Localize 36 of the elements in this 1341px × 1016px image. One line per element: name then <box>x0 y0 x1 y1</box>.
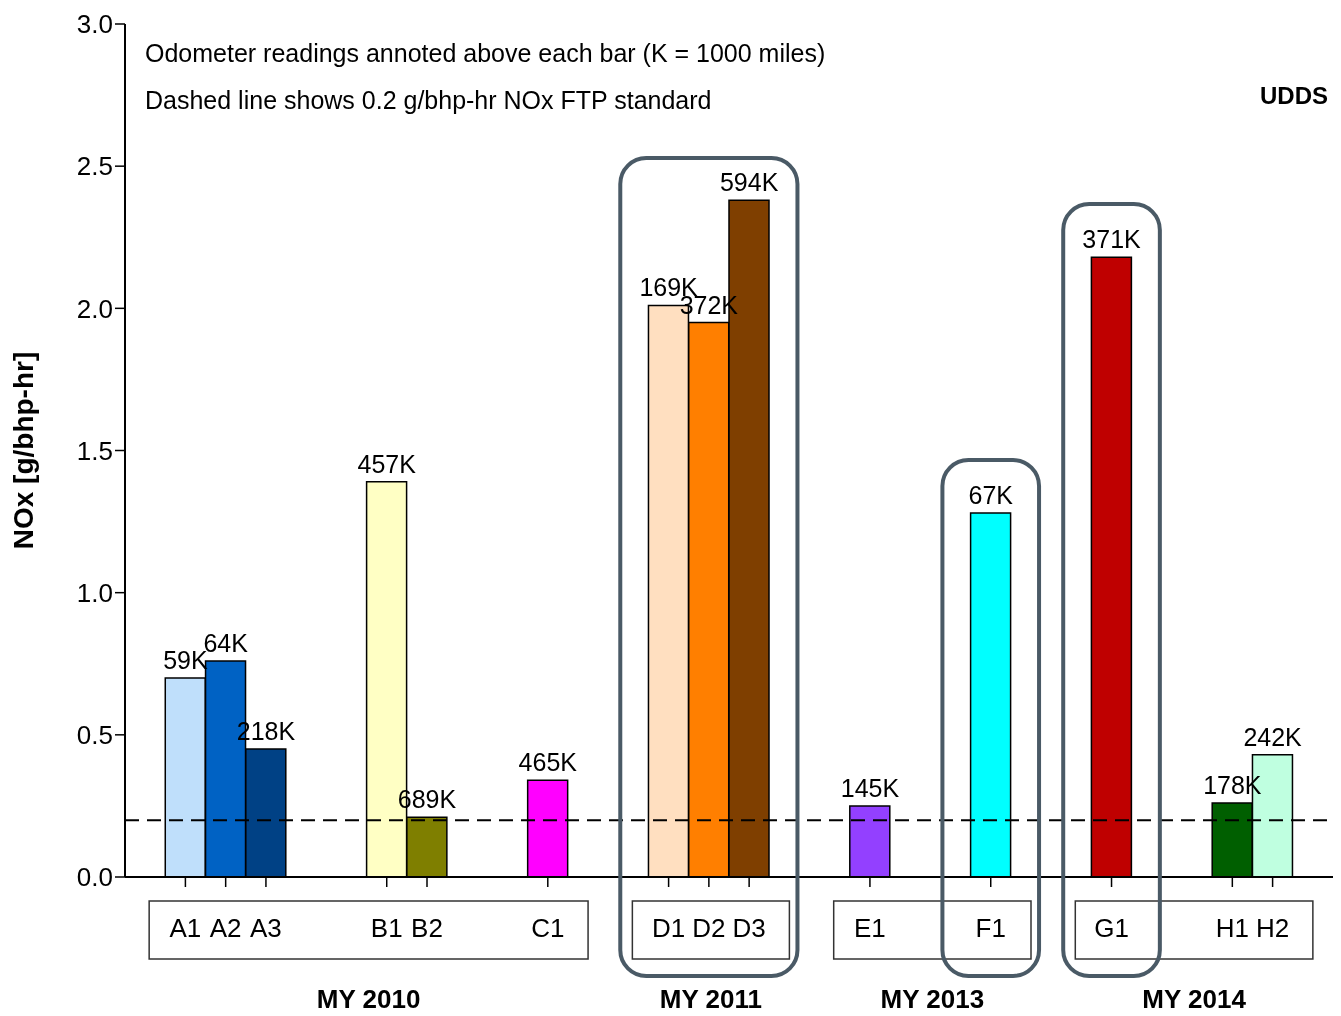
x-tick-label: D3 <box>732 913 766 943</box>
x-tick-label: E1 <box>854 913 886 943</box>
y-tick-label: 2.5 <box>76 151 113 182</box>
x-tick-label: H2 <box>1255 913 1290 943</box>
x-tick-label: D2 <box>692 913 726 943</box>
x-tick-label: D1 <box>651 913 686 943</box>
annotation: 465K <box>518 748 578 777</box>
y-axis-title: NOx [g/bhp-hr] <box>7 351 39 550</box>
x-tick-label: A1 <box>169 913 202 943</box>
y-tick-label: 1.5 <box>76 435 113 466</box>
text: MY 2014 <box>1142 984 1247 1014</box>
annotation: UDDS <box>1259 82 1328 109</box>
text: MY 2010 <box>316 984 421 1014</box>
x-tick-label: H1 <box>1215 913 1249 943</box>
x-tick-label: B1 <box>370 913 403 943</box>
y-tick-label: 3.0 <box>76 9 113 40</box>
y-tick-label: 0.5 <box>76 720 113 751</box>
y-tick-label: 2.0 <box>76 293 113 324</box>
x-tick-label: F1 <box>975 913 1006 943</box>
x-tick-label: C1 <box>531 913 565 943</box>
text: MY 2011 <box>659 984 762 1014</box>
annotation: Dashed line shows 0.2 g/bhp-hr NOx FTP standard <box>145 86 712 114</box>
annotation: 457K <box>357 449 417 478</box>
x-tick-label: A2 <box>209 913 242 943</box>
annotation: 594K <box>719 168 779 197</box>
text: MY 2013 <box>880 984 985 1014</box>
annotation: 371K <box>1082 225 1142 254</box>
annotation: 67K <box>968 481 1014 510</box>
y-tick-label: 1.0 <box>76 577 113 608</box>
y-tick-label: 0.0 <box>76 862 113 893</box>
x-tick-label: B2 <box>411 913 443 943</box>
x-tick-label: G1 <box>1094 913 1129 943</box>
annotation: 145K <box>840 773 900 802</box>
annotation: Odometer readings annoted above each bar (K = 1000 miles) <box>145 39 826 67</box>
annotation: 242K <box>1243 722 1303 751</box>
x-tick-label: A3 <box>250 913 282 943</box>
